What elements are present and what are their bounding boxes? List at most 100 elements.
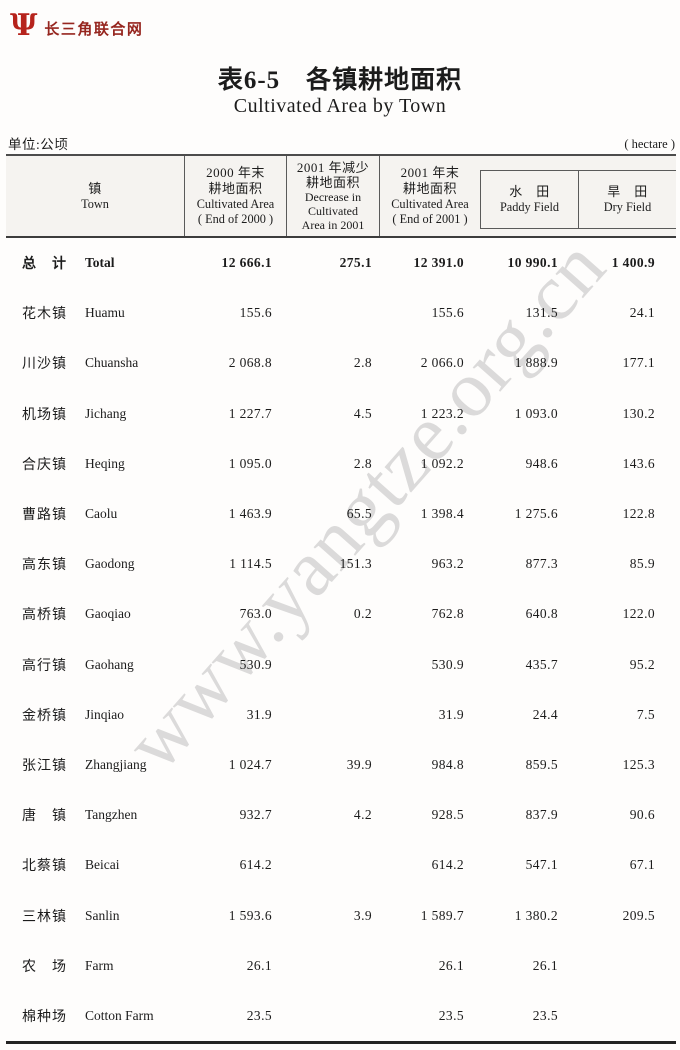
town-cell: 合庆镇 Heqing xyxy=(6,439,185,489)
value-decrease-2001: 3.9 xyxy=(353,907,372,923)
table-row: 曹路镇 Caolu 1 463.9 65.5 1 398.4 1 275.6 1… xyxy=(6,489,676,539)
value-area-end-2001: 984.8 xyxy=(431,756,464,772)
value-area-end-2000: 155.6 xyxy=(239,305,272,321)
town-cell: 川沙镇 Chuansha xyxy=(6,338,185,388)
col-header-town: 镇 Town xyxy=(6,156,185,236)
cultivated-area-table: 镇 Town 2000 年末 耕地面积 Cultivated Area ( En… xyxy=(6,154,676,1044)
header-line: Cultivated xyxy=(308,204,358,218)
town-name-en: Jichang xyxy=(85,405,127,421)
value-paddy-field: 547.1 xyxy=(525,857,558,873)
town-cell: 张江镇 Zhangjiang xyxy=(6,740,185,790)
table-title-en: Cultivated Area by Town xyxy=(233,95,447,117)
value-decrease-2001: 65.5 xyxy=(346,506,372,522)
town-name-en: Chuansha xyxy=(85,355,139,371)
table-row: 机场镇 Jichang 1 227.7 4.5 1 223.2 1 093.0 … xyxy=(6,389,676,439)
field-group-box: 水 田 Paddy Field 旱 田 Dry Field xyxy=(480,170,676,229)
town-name-en: Gaohang xyxy=(85,656,134,672)
town-cell: 唐 镇 Tangzhen xyxy=(6,790,185,840)
value-dry-field: 7.5 xyxy=(636,706,655,722)
header-line: 耕地面积 xyxy=(402,181,457,196)
value-paddy-field: 837.9 xyxy=(525,807,558,823)
header-line: Area in 2001 xyxy=(301,218,365,232)
value-area-end-2001: 1 398.4 xyxy=(420,506,464,522)
value-paddy-field: 948.6 xyxy=(525,455,558,471)
value-area-end-2000: 614.2 xyxy=(239,857,272,873)
site-name: 长三角联合网 xyxy=(44,21,144,38)
town-name-en: Zhangjiang xyxy=(85,756,147,772)
town-cell: 农 场 Farm xyxy=(6,941,185,991)
value-area-end-2001: 963.2 xyxy=(431,556,464,572)
value-area-end-2001: 12 391.0 xyxy=(413,255,464,271)
town-name-en: Gaoqiao xyxy=(85,606,131,622)
table-row: 高东镇 Gaodong 1 114.5 151.3 963.2 877.3 85… xyxy=(6,539,676,589)
town-name-zh: 花木镇 xyxy=(22,307,67,323)
value-area-end-2000: 31.9 xyxy=(246,706,272,722)
value-dry-field: 209.5 xyxy=(622,907,655,923)
value-area-end-2001: 23.5 xyxy=(438,1007,464,1023)
town-cell: 曹路镇 Caolu xyxy=(6,489,185,539)
table-row: 高桥镇 Gaoqiao 763.0 0.2 762.8 640.8 122.0 xyxy=(6,589,676,639)
value-paddy-field: 1 275.6 xyxy=(514,506,558,522)
value-area-end-2001: 928.5 xyxy=(431,807,464,823)
unit-label-zh: 单位:公顷 xyxy=(8,137,69,152)
value-decrease-2001: 4.5 xyxy=(353,405,372,421)
table-body: 总 计 Total 12 666.1 275.1 12 391.0 10 990… xyxy=(6,238,676,1044)
table-row: 张江镇 Zhangjiang 1 024.7 39.9 984.8 859.5 … xyxy=(6,740,676,790)
value-area-end-2000: 1 463.9 xyxy=(228,506,272,522)
value-area-end-2001: 2 066.0 xyxy=(420,355,464,371)
town-name-zh: 曹路镇 xyxy=(22,508,67,524)
value-area-end-2000: 1 095.0 xyxy=(228,455,272,471)
value-area-end-2001: 155.6 xyxy=(431,305,464,321)
town-name-zh: 北蔡镇 xyxy=(22,859,67,875)
value-decrease-2001: 39.9 xyxy=(346,756,372,772)
value-area-end-2000: 23.5 xyxy=(246,1007,272,1023)
value-dry-field: 122.0 xyxy=(622,606,655,622)
town-name-zh: 金桥镇 xyxy=(22,708,67,724)
header-line: ( End of 2000 ) xyxy=(197,212,274,226)
town-name-zh: 农 场 xyxy=(22,959,67,975)
town-name-en: Farm xyxy=(85,957,114,973)
value-dry-field: 24.1 xyxy=(629,305,655,321)
value-paddy-field: 1 093.0 xyxy=(514,405,558,421)
town-name-zh: 张江镇 xyxy=(22,758,67,774)
table-header: 镇 Town 2000 年末 耕地面积 Cultivated Area ( En… xyxy=(6,154,676,238)
table-row: 川沙镇 Chuansha 2 068.8 2.8 2 066.0 1 888.9… xyxy=(6,338,676,388)
value-paddy-field: 10 990.1 xyxy=(507,255,558,271)
value-area-end-2001: 31.9 xyxy=(438,706,464,722)
town-name-zh: 高桥镇 xyxy=(22,608,67,624)
header-line: 2001 年末 xyxy=(400,165,460,180)
town-name-en: Gaodong xyxy=(85,556,135,572)
col-header-area-2000: 2000 年末 耕地面积 Cultivated Area ( End of 20… xyxy=(185,156,287,236)
value-decrease-2001: 275.1 xyxy=(339,255,372,271)
town-name-zh: 总 计 xyxy=(22,257,67,273)
table-row: 合庆镇 Heqing 1 095.0 2.8 1 092.2 948.6 143… xyxy=(6,439,676,489)
value-paddy-field: 1 380.2 xyxy=(514,907,558,923)
value-decrease-2001: 2.8 xyxy=(353,455,372,471)
value-decrease-2001: 0.2 xyxy=(353,606,372,622)
value-dry-field: 85.9 xyxy=(629,556,655,572)
value-area-end-2000: 932.7 xyxy=(239,807,272,823)
col-header-paddy-field: 水 田 Paddy Field xyxy=(481,171,579,228)
value-paddy-field: 24.4 xyxy=(532,706,558,722)
town-name-zh: 高东镇 xyxy=(22,558,67,574)
value-paddy-field: 23.5 xyxy=(532,1007,558,1023)
value-area-end-2000: 1 024.7 xyxy=(228,756,272,772)
trident-logo-icon: Ψ xyxy=(10,8,38,43)
col-header-field-group: 水 田 Paddy Field 旱 田 Dry Field xyxy=(480,156,676,236)
value-area-end-2000: 763.0 xyxy=(239,606,272,622)
header-line: 旱 田 xyxy=(607,184,648,199)
value-dry-field: 90.6 xyxy=(629,807,655,823)
col-header-decrease-2001: 2001 年减少 耕地面积 Decrease in Cultivated Are… xyxy=(287,156,380,236)
value-area-end-2000: 26.1 xyxy=(246,957,272,973)
town-cell: 花木镇 Huamu xyxy=(6,288,185,338)
value-paddy-field: 131.5 xyxy=(525,305,558,321)
header-line: ( End of 2001 ) xyxy=(392,212,468,226)
town-cell: 高桥镇 Gaoqiao xyxy=(6,589,185,639)
table-row: 唐 镇 Tangzhen 932.7 4.2 928.5 837.9 90.6 xyxy=(6,790,676,840)
value-area-end-2000: 1 593.6 xyxy=(228,907,272,923)
town-name-en: Heqing xyxy=(85,455,125,471)
town-name-zh: 合庆镇 xyxy=(22,457,67,473)
value-dry-field: 130.2 xyxy=(622,405,655,421)
town-name-en: Caolu xyxy=(85,506,118,522)
